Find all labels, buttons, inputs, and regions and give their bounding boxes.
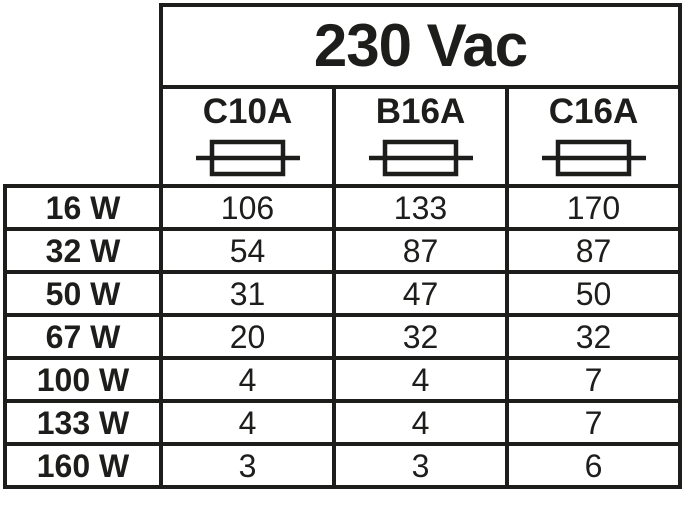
value-cell: 4: [332, 399, 509, 446]
column-header-c16a: C16A: [505, 85, 682, 188]
value-cell: 87: [332, 227, 509, 274]
value-cell: 106: [159, 184, 336, 231]
row-label: 32 W: [3, 227, 163, 274]
column-header-label: B16A: [375, 92, 466, 131]
value-cell: 32: [332, 313, 509, 360]
table-row: 16 W 106 133 170: [3, 184, 682, 231]
row-label: 100 W: [3, 356, 163, 403]
blank-corner-cell: [5, 5, 161, 87]
row-label: 50 W: [3, 270, 163, 317]
value-cell: 47: [332, 270, 509, 317]
row-label: 160 W: [3, 442, 163, 489]
value-cell: 54: [159, 227, 336, 274]
row-label: 67 W: [3, 313, 163, 360]
row-label: 16 W: [3, 184, 163, 231]
table-row: 160 W 3 3 6: [3, 442, 682, 489]
row-label: 133 W: [3, 399, 163, 446]
table-row: 50 W 31 47 50: [3, 270, 682, 317]
fuse-icon: [368, 139, 473, 177]
value-cell: 3: [159, 442, 336, 489]
value-cell: 4: [159, 399, 336, 446]
column-header-row: C10A B16A C16A: [5, 85, 682, 188]
value-cell: 4: [332, 356, 509, 403]
fuse-icon: [541, 139, 646, 177]
value-cell: 170: [505, 184, 682, 231]
fuse-icon: [195, 139, 300, 177]
value-cell: 4: [159, 356, 336, 403]
value-cell: 20: [159, 313, 336, 360]
value-cell: 87: [505, 227, 682, 274]
table-row: 32 W 54 87 87: [3, 227, 682, 274]
table-row: 133 W 4 4 7: [3, 399, 682, 446]
table-row: 67 W 20 32 32: [3, 313, 682, 360]
value-cell: 3: [332, 442, 509, 489]
value-cell: 50: [505, 270, 682, 317]
breaker-table: 230 Vac C10A B16A: [3, 3, 682, 489]
column-header-b16a: B16A: [332, 85, 509, 188]
value-cell: 6: [505, 442, 682, 489]
table-row: 100 W 4 4 7: [3, 356, 682, 403]
value-cell: 133: [332, 184, 509, 231]
value-cell: 31: [159, 270, 336, 317]
title-row: 230 Vac: [5, 3, 682, 89]
value-cell: 7: [505, 356, 682, 403]
table-title: 230 Vac: [159, 3, 682, 89]
column-header-c10a: C10A: [159, 85, 336, 188]
blank-corner-cell: [5, 87, 161, 186]
value-cell: 7: [505, 399, 682, 446]
column-header-label: C10A: [202, 92, 293, 131]
column-header-label: C16A: [548, 92, 639, 131]
value-cell: 32: [505, 313, 682, 360]
